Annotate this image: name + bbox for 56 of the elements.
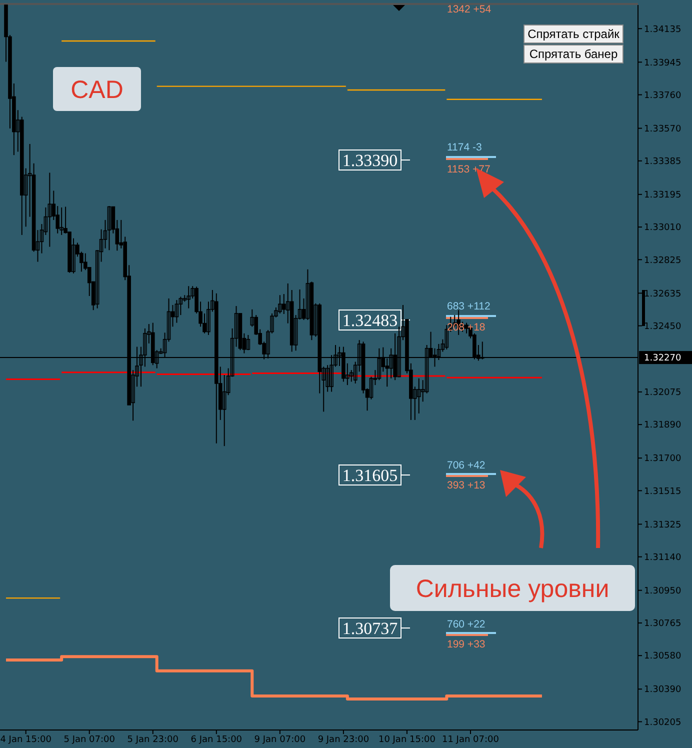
y-tick-label: 1.31700 xyxy=(644,454,682,464)
annotation: 393 +13 xyxy=(447,480,486,492)
x-tick-label: 10 Jan 15:00 xyxy=(378,735,436,745)
annotation: Спрятать страйк xyxy=(528,27,620,42)
annotation: 1174 -3 xyxy=(447,142,482,154)
candlestick xyxy=(60,206,64,236)
candlestick xyxy=(464,322,468,334)
candlestick xyxy=(174,300,179,324)
y-tick-label: 1.30765 xyxy=(644,619,682,630)
x-tick-label: 9 Jan 23:00 xyxy=(318,735,370,745)
y-tick-label: 1.33385 xyxy=(644,157,682,168)
text: CAD xyxy=(70,76,124,104)
x-tick-label: 4 Jan 15:00 xyxy=(0,735,52,745)
y-tick-label: 1.31140 xyxy=(644,552,682,563)
candlestick xyxy=(48,172,52,248)
y-tick-label: 1.33570 xyxy=(644,124,682,134)
y-tick-label: 1.32825 xyxy=(644,256,682,266)
y-tick-label: 1.31325 xyxy=(644,520,682,530)
annotation: 1.31605 xyxy=(342,466,398,485)
annotation: Сильные уровни xyxy=(416,574,610,603)
annotation: 1.32483 xyxy=(342,310,398,330)
x-tick-label: 5 Jan 07:00 xyxy=(64,735,116,745)
y-tick-label: 1.34135 xyxy=(644,24,682,35)
annotation: 1342 +54 xyxy=(447,4,492,16)
candlestick xyxy=(460,321,464,332)
y-tick-label: 1.31515 xyxy=(644,486,682,497)
annotation: 706 +42 xyxy=(447,460,486,472)
x-tick-label: 6 Jan 15:00 xyxy=(190,735,242,745)
annotation: 1.30737 xyxy=(342,618,398,638)
x-tick-label: 11 Jan 07:00 xyxy=(442,735,500,745)
annotation: 760 +22 xyxy=(447,618,486,631)
annotation: 683 +112 xyxy=(447,300,490,313)
y-tick-label: 1.30950 xyxy=(644,586,682,596)
y-tick-label: 1.33945 xyxy=(644,58,682,68)
y-tick-label: 1.30390 xyxy=(644,685,682,696)
y-tick-label: 1.33010 xyxy=(644,223,682,234)
y-tick-label: 1.33195 xyxy=(644,190,682,201)
x-tick-label: 5 Jan 23:00 xyxy=(127,735,179,745)
y-tick-label: 1.31890 xyxy=(644,420,682,431)
candlestick xyxy=(278,294,282,314)
annotation: 199 +33 xyxy=(447,638,486,651)
y-tick-label: 1.30580 xyxy=(644,652,682,662)
candlestick xyxy=(107,206,112,251)
candlestick xyxy=(178,296,183,316)
y-tick-label: 1.32450 xyxy=(644,322,682,332)
y-tick-label: 1.32075 xyxy=(644,388,682,398)
x-tick-label: 9 Jan 07:00 xyxy=(254,735,306,745)
ref-line-label: 1.32270 xyxy=(644,354,682,364)
annotation: Спрятать банер xyxy=(529,47,618,62)
annotation: 1.33390 xyxy=(342,150,398,170)
y-tick-label: 1.32635 xyxy=(644,289,682,300)
candlestick xyxy=(186,286,191,309)
y-tick-label: 1.30205 xyxy=(644,718,682,728)
annotation: 208 +18 xyxy=(447,322,486,334)
y-tick-label: 1.33760 xyxy=(644,90,682,101)
candlestick xyxy=(246,334,250,351)
